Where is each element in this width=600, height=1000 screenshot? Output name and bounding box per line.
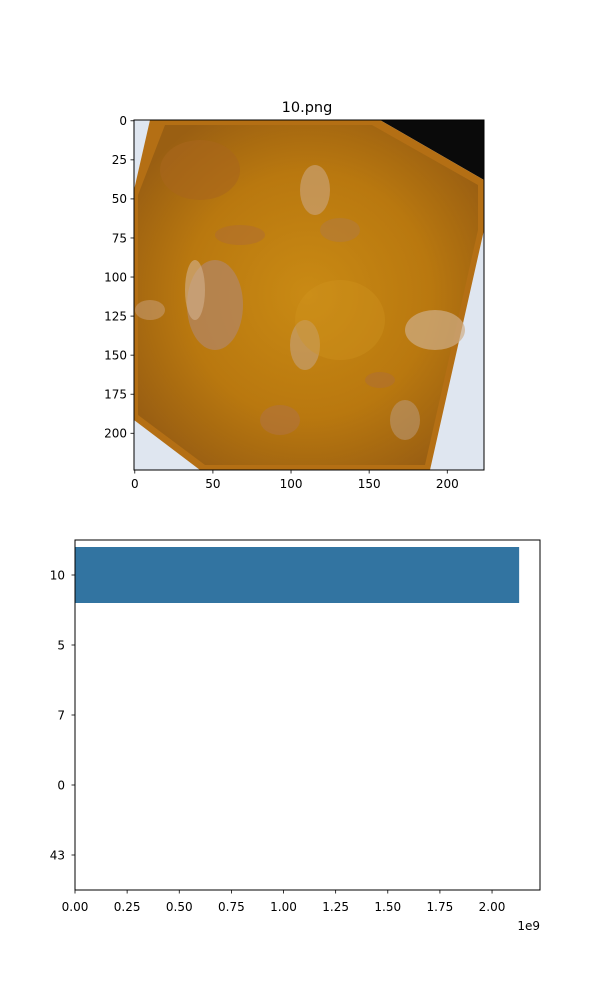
bar-x-tick-label: 1.00 — [270, 900, 297, 914]
image-y-tick-label: 125 — [104, 309, 127, 323]
image-axes-frame — [133, 119, 485, 471]
bar-x-tick-label: 1.25 — [322, 900, 349, 914]
image-x-tick-label: 0 — [131, 477, 139, 491]
food-photo — [134, 120, 484, 470]
bar-x-tick-label: 0.00 — [62, 900, 89, 914]
image-x-ticks: 0 50 100 150 200 — [131, 470, 459, 491]
image-y-tick-label: 200 — [104, 427, 127, 441]
bars — [75, 547, 520, 603]
image-y-ticks: 0 25 50 75 100 125 150 175 200 — [104, 114, 134, 441]
bar-x-tick-label: 0.50 — [166, 900, 193, 914]
bar-y-ticks: 10 5 7 0 43 — [50, 568, 75, 862]
bar-y-tick-label: 0 — [57, 778, 65, 792]
bar-x-tick-label: 0.75 — [218, 900, 245, 914]
image-y-tick-label: 25 — [112, 153, 127, 167]
bar-chart-panel: 10 5 7 0 43 0.00 0.25 0.50 0.75 1.00 1.25 1.50 1.75… — [50, 539, 541, 933]
image-y-tick-label: 100 — [104, 270, 127, 284]
image-y-tick-label: 75 — [112, 231, 127, 245]
bar-x-tick-label: 1.75 — [427, 900, 454, 914]
bar-x-tick-label: 0.25 — [114, 900, 141, 914]
image-x-tick-label: 200 — [436, 477, 459, 491]
image-y-tick-label: 50 — [112, 192, 127, 206]
bar-y-tick-label: 43 — [50, 848, 65, 862]
image-y-tick-label: 150 — [104, 348, 127, 362]
image-y-tick-label: 175 — [104, 388, 127, 402]
bar-10 — [75, 547, 520, 603]
image-title: 10.png — [282, 100, 333, 116]
bar-y-tick-label: 10 — [50, 568, 65, 582]
bar-x-tick-label: 1.50 — [374, 900, 401, 914]
bar-x-tick-label: 2.00 — [479, 900, 506, 914]
bar-y-tick-label: 7 — [57, 708, 65, 722]
image-panel: 10.png — [104, 100, 485, 491]
image-x-tick-label: 100 — [280, 477, 303, 491]
image-x-tick-label: 50 — [205, 477, 220, 491]
image-y-tick-label: 0 — [119, 114, 127, 128]
bar-x-ticks: 0.00 0.25 0.50 0.75 1.00 1.25 1.50 1.75 2.00 — [62, 890, 506, 914]
bar-y-tick-label: 5 — [57, 638, 65, 652]
x-offset-label: 1e9 — [517, 919, 540, 933]
image-x-tick-label: 150 — [358, 477, 381, 491]
